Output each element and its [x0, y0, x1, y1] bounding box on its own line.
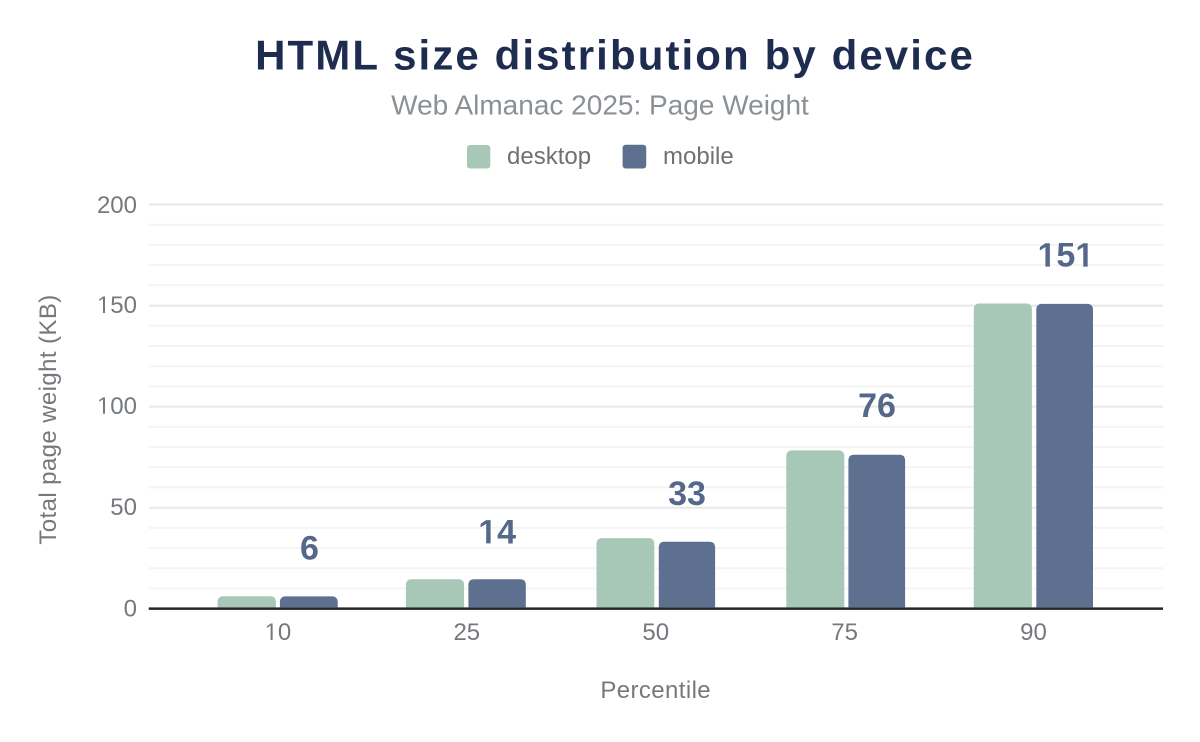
- svg-text:Percentile: Percentile: [600, 677, 711, 704]
- svg-text:0: 0: [278, 619, 291, 646]
- svg-text:33: 33: [668, 475, 706, 513]
- svg-text:Web Almanac 2025: Page Weight: Web Almanac 2025: Page Weight: [391, 90, 809, 121]
- svg-text:desktop: desktop: [507, 143, 591, 170]
- svg-text:6: 6: [300, 529, 319, 567]
- svg-text:5: 5: [1056, 237, 1075, 275]
- svg-text:4: 4: [497, 513, 516, 551]
- svg-text:50: 50: [642, 619, 669, 646]
- svg-text:mobile: mobile: [663, 143, 734, 170]
- svg-text:50: 50: [110, 292, 137, 319]
- svg-text:50: 50: [110, 494, 137, 521]
- svg-text:200: 200: [97, 192, 137, 219]
- svg-text:25: 25: [453, 619, 480, 646]
- svg-text:90: 90: [1020, 619, 1047, 646]
- svg-text:0: 0: [124, 595, 137, 622]
- svg-text:76: 76: [858, 387, 896, 425]
- svg-text:75: 75: [831, 619, 858, 646]
- svg-text:Total page weight (KB): Total page weight (KB): [35, 294, 62, 544]
- svg-text:HTML size distribution by devi: HTML size distribution by device: [255, 31, 975, 78]
- svg-text:00: 00: [110, 393, 137, 420]
